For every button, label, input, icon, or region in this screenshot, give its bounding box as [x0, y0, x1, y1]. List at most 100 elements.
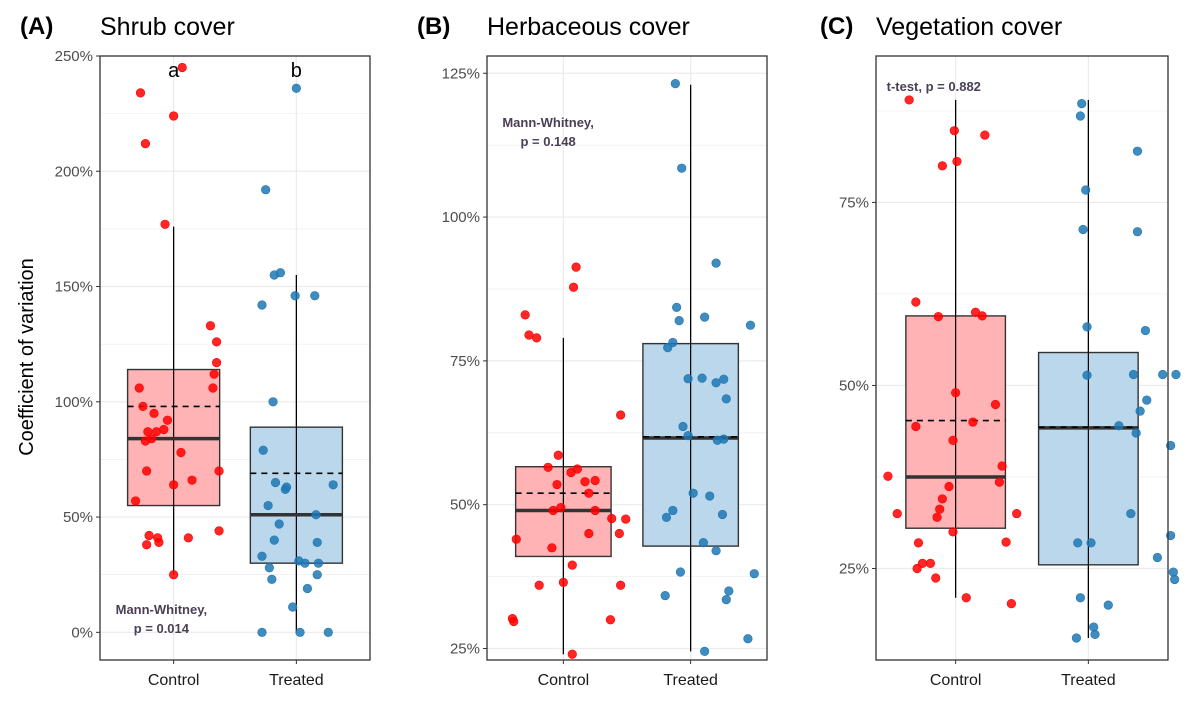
data-point [994, 477, 1005, 487]
data-point [1140, 325, 1151, 336]
y-axis-label: Coefficient of variation [16, 258, 38, 456]
points-treated [660, 79, 759, 656]
data-point [571, 262, 581, 272]
points-treated [1071, 98, 1181, 643]
data-point [556, 502, 566, 513]
data-point [1012, 508, 1022, 519]
y-tick-label: 0% [71, 624, 93, 641]
data-point [520, 310, 530, 320]
data-point [1075, 593, 1085, 603]
y-tick-label: 75% [839, 194, 869, 211]
data-point [1114, 421, 1124, 431]
data-point [621, 514, 631, 524]
data-point [911, 421, 921, 432]
data-point [162, 415, 173, 425]
data-point [159, 424, 169, 435]
data-point [1001, 537, 1011, 547]
data-point [990, 399, 1001, 410]
data-point [311, 510, 321, 520]
data-point [717, 509, 728, 520]
category-label-control: Control [930, 672, 982, 689]
data-point [931, 573, 941, 583]
data-point [961, 593, 971, 603]
data-point [214, 466, 224, 476]
points-control [883, 95, 1022, 609]
panel-title: Vegetation cover [876, 13, 1062, 41]
test-annotation: t-test, p = 0.882 [887, 79, 981, 94]
data-point [312, 537, 322, 548]
panel-border [875, 55, 1169, 661]
data-point [1152, 552, 1162, 563]
data-point [208, 383, 218, 393]
data-point [668, 505, 678, 516]
data-point [176, 447, 186, 458]
data-point [721, 594, 731, 605]
data-point [275, 268, 286, 278]
data-point [749, 569, 759, 579]
data-point [160, 219, 170, 229]
data-point [683, 431, 693, 441]
data-point [675, 567, 686, 577]
category-label-treated: Treated [269, 672, 324, 689]
category-label-treated: Treated [1061, 672, 1116, 689]
data-point [302, 583, 313, 594]
data-point [183, 533, 193, 543]
category-label-control: Control [538, 672, 590, 689]
data-point [211, 358, 222, 368]
panel-letter: (C) [820, 13, 853, 40]
data-point [698, 538, 708, 548]
data-point [524, 330, 534, 340]
data-point [932, 512, 942, 522]
data-point [700, 312, 710, 322]
data-point [1078, 224, 1088, 235]
data-point [323, 627, 333, 637]
data-point [310, 291, 320, 301]
data-point [548, 505, 558, 516]
data-point [269, 535, 279, 545]
data-point [558, 577, 568, 587]
data-point [949, 126, 959, 136]
data-point [1073, 538, 1083, 548]
data-point [1090, 629, 1100, 639]
points-control [507, 262, 631, 659]
data-point [1158, 369, 1168, 380]
data-point [1082, 370, 1092, 380]
data-point [1075, 111, 1085, 121]
data-point [705, 491, 715, 501]
y-tick-label: 100% [442, 209, 480, 226]
data-point [937, 494, 947, 504]
data-point [1077, 98, 1087, 109]
data-point [663, 343, 673, 353]
y-tick-label: 50% [839, 377, 869, 394]
data-point [270, 477, 281, 488]
data-point [997, 461, 1007, 471]
panel-title: Herbaceous cover [487, 13, 690, 41]
data-point [1086, 538, 1096, 548]
panel-letter: (B) [417, 13, 450, 40]
data-point [614, 528, 624, 539]
data-point [925, 558, 936, 568]
data-point [892, 508, 902, 519]
y-tick-label: 125% [442, 65, 480, 82]
data-point [1006, 599, 1016, 609]
data-point [674, 316, 684, 326]
data-point [584, 488, 594, 498]
y-tick-label: 25% [450, 640, 480, 657]
y-tick-label: 250% [55, 48, 93, 65]
data-point [268, 397, 278, 407]
data-point [509, 616, 519, 627]
data-point [883, 471, 893, 481]
data-point [547, 543, 557, 553]
data-point [511, 534, 521, 544]
y-tick-label: 50% [450, 497, 480, 514]
data-point [948, 527, 958, 537]
data-point [605, 615, 616, 625]
data-point [580, 477, 590, 487]
data-point [968, 417, 978, 427]
panel-1: (A) Shrub cover 0% 50% 100% 150% 200% 250% Contr… [20, 13, 371, 689]
data-point [933, 312, 943, 322]
data-point [670, 79, 680, 89]
data-point [712, 435, 722, 445]
data-point [952, 156, 962, 167]
data-point [1126, 508, 1136, 519]
